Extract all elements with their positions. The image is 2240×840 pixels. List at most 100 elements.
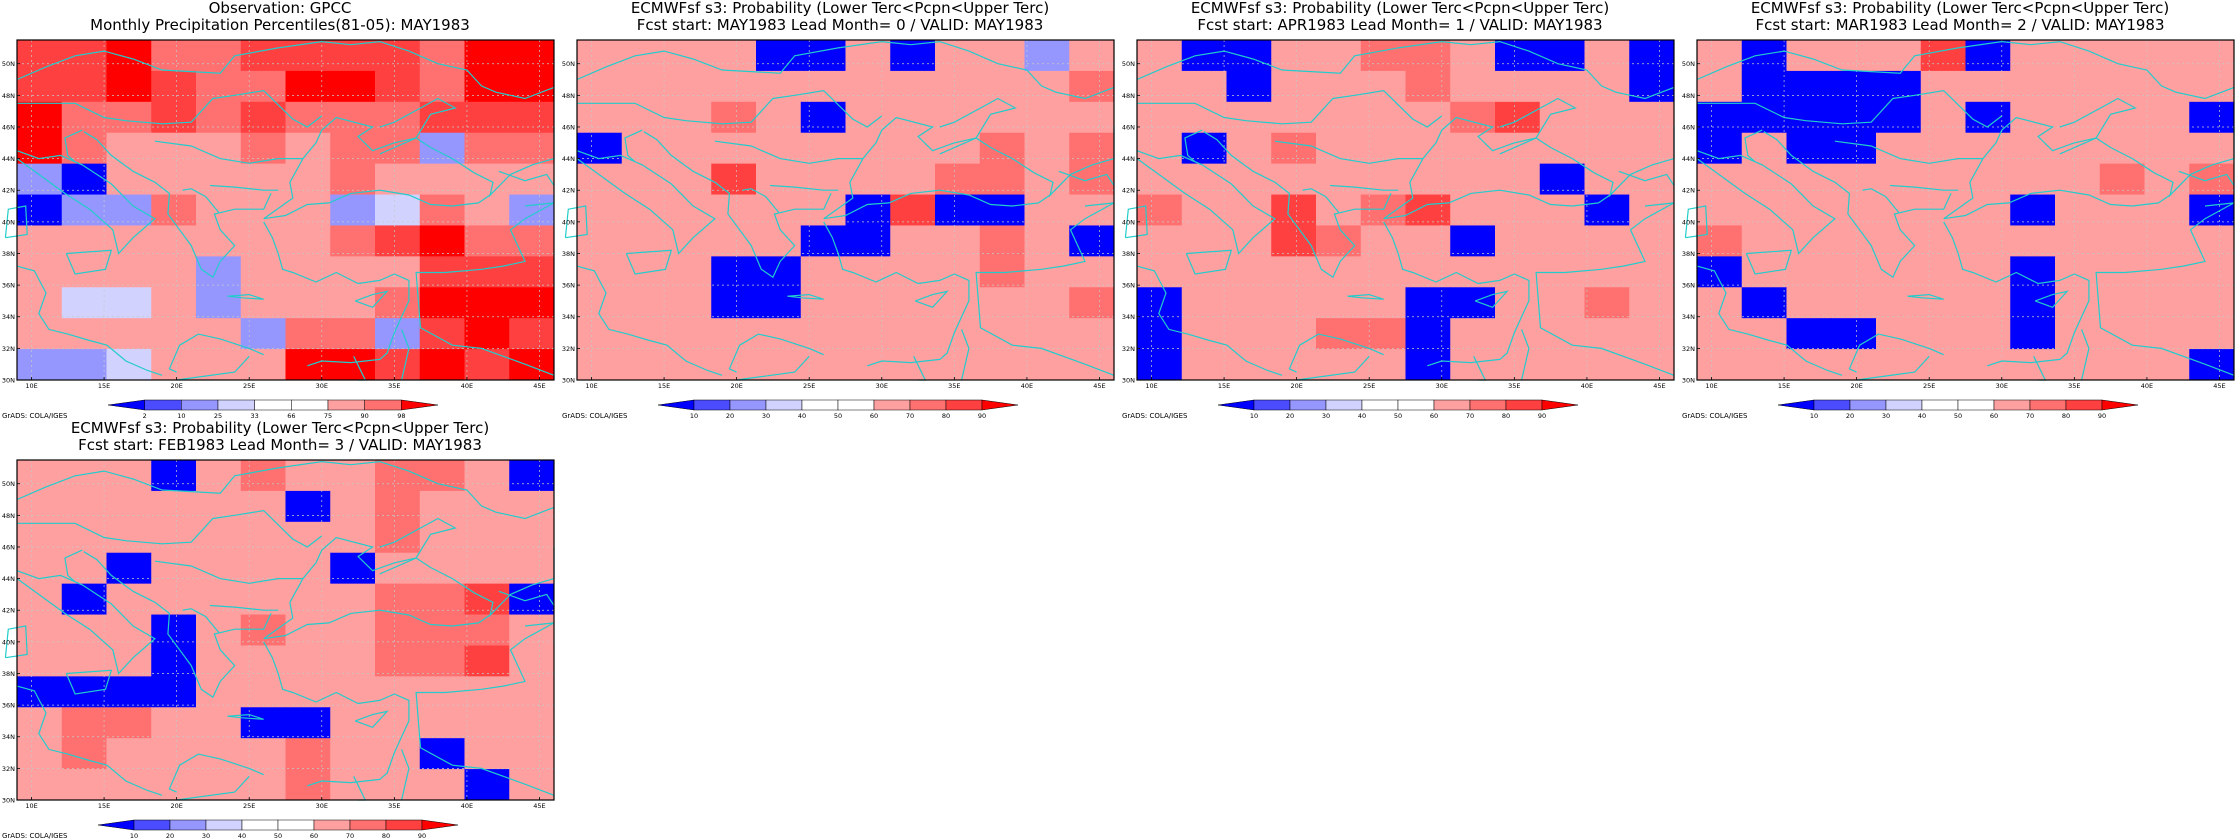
grid-cell bbox=[1697, 318, 1743, 350]
grid-cell bbox=[240, 40, 286, 72]
grid-cell bbox=[1629, 318, 1675, 350]
grid-cell bbox=[800, 194, 846, 226]
grid-cell bbox=[756, 194, 802, 226]
grid-cell bbox=[419, 70, 465, 103]
grid-cell bbox=[1495, 318, 1541, 350]
grid-cell bbox=[711, 194, 757, 226]
grid-cell bbox=[240, 194, 286, 226]
grid-cell bbox=[330, 645, 376, 677]
grid-cell bbox=[1965, 194, 2011, 226]
grid-cell bbox=[845, 194, 891, 226]
coastline bbox=[16, 265, 163, 376]
colorbar-label: 10 bbox=[130, 832, 138, 840]
grid-cell bbox=[106, 676, 152, 708]
grid-cell bbox=[1024, 194, 1070, 226]
grid-cell bbox=[509, 769, 555, 801]
lon-tick-label: 15E bbox=[658, 382, 670, 390]
grid-cell bbox=[1316, 194, 1362, 226]
grid-cell bbox=[464, 460, 510, 492]
grid-cell bbox=[1741, 349, 1787, 381]
lat-tick-label: 30N bbox=[2, 797, 15, 805]
grid-cell bbox=[1920, 225, 1966, 257]
grid-cell bbox=[375, 614, 421, 646]
grid-cell bbox=[979, 40, 1025, 72]
grid-cell bbox=[1137, 287, 1183, 319]
coastline bbox=[263, 641, 410, 787]
coastline bbox=[16, 570, 156, 675]
coastline bbox=[16, 460, 555, 520]
lat-tick-label: 32N bbox=[1122, 345, 1135, 353]
lat-tick-label: 44N bbox=[2, 575, 15, 583]
grid-cell bbox=[106, 318, 152, 350]
colorbar-segment bbox=[364, 399, 402, 411]
grid-cell bbox=[1539, 349, 1585, 381]
colorbar-label: 40 bbox=[798, 412, 806, 420]
grid-cell bbox=[151, 645, 197, 677]
grid-cell bbox=[890, 225, 936, 257]
grid-cell bbox=[1741, 163, 1787, 196]
grid-cell bbox=[61, 287, 107, 319]
grid-cell bbox=[979, 318, 1025, 350]
grid-cell bbox=[621, 194, 667, 226]
grid-cell bbox=[1226, 70, 1272, 103]
coastline bbox=[1058, 170, 1115, 186]
lat-tick-label: 40N bbox=[562, 218, 575, 226]
grid-cell bbox=[1495, 256, 1541, 288]
grid-cell bbox=[1405, 194, 1451, 226]
coastline bbox=[227, 293, 264, 300]
coastline bbox=[742, 188, 780, 213]
coastline bbox=[914, 290, 949, 309]
coastline bbox=[2034, 290, 2069, 309]
grid-cell bbox=[509, 194, 555, 226]
colorbar-segment bbox=[421, 819, 459, 831]
grid-cell bbox=[17, 490, 63, 523]
grid-cell bbox=[1271, 256, 1317, 288]
grid-cell bbox=[1271, 194, 1317, 226]
lat-tick-label: 34N bbox=[2, 313, 15, 321]
grid-cell bbox=[1181, 70, 1227, 103]
grid-cell bbox=[17, 645, 63, 677]
lon-tick-label: 10E bbox=[25, 802, 37, 810]
colorbar-segment bbox=[1325, 399, 1363, 411]
grid-cell bbox=[890, 349, 936, 381]
colorbar-label: 80 bbox=[382, 832, 390, 840]
grid-cell bbox=[1629, 163, 1675, 196]
lon-tick-label: 40E bbox=[461, 802, 473, 810]
colorbar-segment bbox=[873, 399, 911, 411]
grid-cell bbox=[756, 40, 802, 72]
grid-cell bbox=[1495, 194, 1541, 226]
grid-cell bbox=[509, 490, 555, 523]
lon-tick-label: 35E bbox=[388, 382, 400, 390]
coastline bbox=[1907, 293, 1944, 300]
coastline bbox=[83, 551, 272, 699]
grid-cell bbox=[1629, 225, 1675, 257]
grid-cell bbox=[330, 194, 376, 226]
colorbar-segment bbox=[693, 399, 731, 411]
lat-tick-label: 30N bbox=[2, 377, 15, 385]
coastline bbox=[625, 249, 673, 275]
grid-cell bbox=[61, 490, 107, 523]
grid-cell bbox=[935, 70, 981, 103]
grid-cell bbox=[375, 101, 421, 134]
colorbar-segment bbox=[169, 819, 207, 831]
grid-cell bbox=[509, 225, 555, 257]
grid-cell bbox=[151, 490, 197, 523]
grid-cell bbox=[1876, 256, 1922, 288]
coastline bbox=[168, 753, 264, 793]
grid-cell bbox=[1069, 101, 1115, 134]
colorbar-label: 90 bbox=[1538, 412, 1546, 420]
grid-cell bbox=[151, 40, 197, 72]
coastline bbox=[823, 221, 970, 367]
grid-cell bbox=[2010, 318, 2056, 350]
grid-cell bbox=[1831, 287, 1877, 319]
lat-tick-label: 38N bbox=[562, 250, 575, 258]
grid-cell bbox=[935, 256, 981, 288]
grid-cell bbox=[1786, 349, 1832, 381]
grid-cell bbox=[1786, 40, 1832, 72]
grid-cell bbox=[756, 101, 802, 134]
map-svg: 30N 32N 34N 36N 38N 40N 42N 44N 46N 48N 50N 10E 15E 2… bbox=[562, 39, 1115, 420]
grid-cell bbox=[1069, 349, 1115, 381]
coastline bbox=[1521, 329, 1530, 381]
grid-cell bbox=[1584, 287, 1630, 319]
lat-tick-label: 50N bbox=[2, 480, 15, 488]
